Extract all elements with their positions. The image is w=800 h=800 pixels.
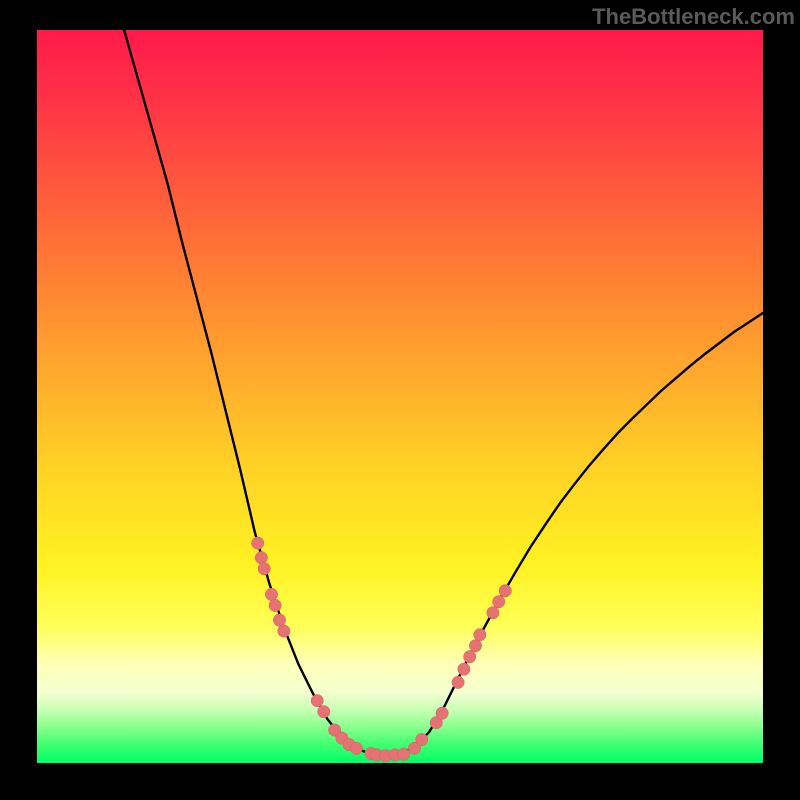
marker-dot <box>273 614 285 626</box>
marker-dot <box>265 588 277 600</box>
marker-dot <box>464 651 476 663</box>
marker-dot <box>499 585 511 597</box>
marker-dot <box>469 640 481 652</box>
marker-dot <box>255 552 267 564</box>
marker-dot <box>493 596 505 608</box>
marker-dot <box>487 607 499 619</box>
marker-dot <box>436 707 448 719</box>
marker-dot <box>258 563 270 575</box>
marker-dot <box>474 629 486 641</box>
marker-dot <box>252 537 264 549</box>
chart-container: TheBottleneck.com <box>0 0 800 800</box>
curve-chart-svg: TheBottleneck.com <box>0 0 800 800</box>
marker-dot <box>318 705 330 717</box>
marker-dot <box>311 695 323 707</box>
marker-dot <box>458 663 470 675</box>
marker-dot <box>452 676 464 688</box>
watermark-text: TheBottleneck.com <box>592 4 795 29</box>
marker-dot <box>269 599 281 611</box>
marker-dot <box>278 625 290 637</box>
marker-dot <box>416 733 428 745</box>
marker-dot <box>397 748 409 760</box>
marker-dot <box>350 742 362 754</box>
